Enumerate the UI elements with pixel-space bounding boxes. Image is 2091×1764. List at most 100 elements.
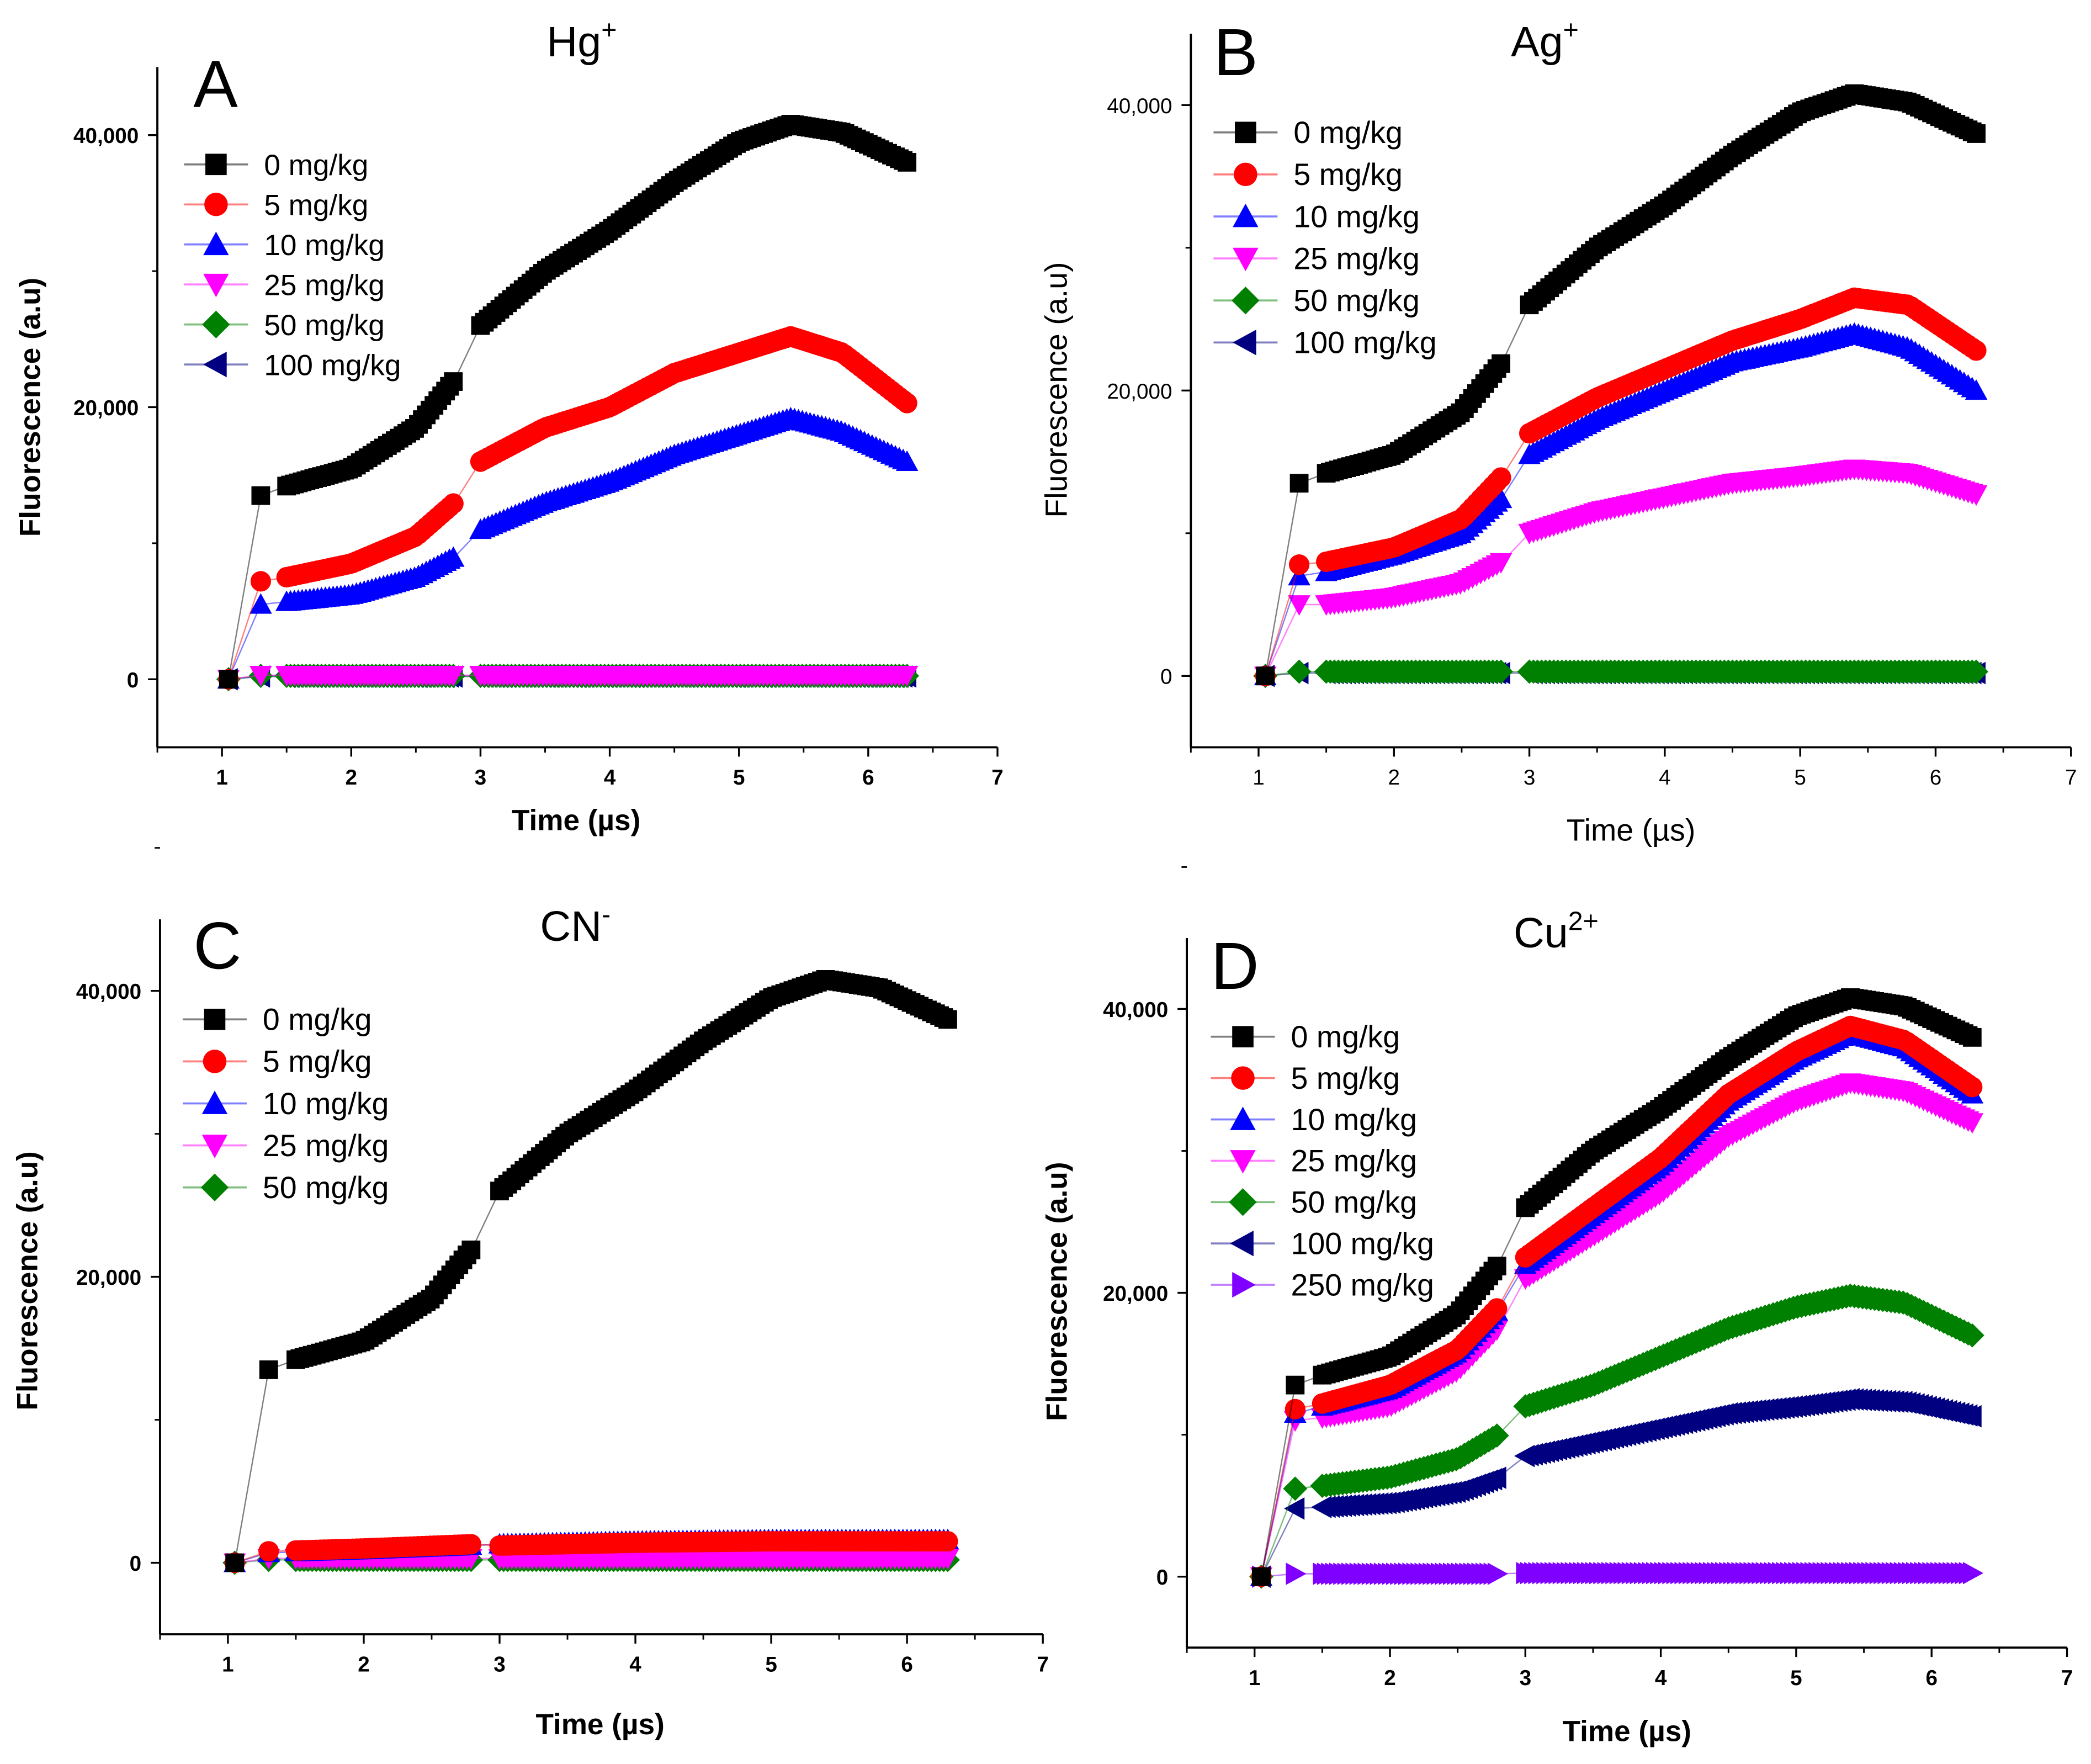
legend-item: 50 mg/kg (1211, 1185, 1417, 1220)
x-tick-label: 3 (1524, 766, 1536, 790)
data-point (1489, 659, 1514, 684)
legend-label: 5 mg/kg (1293, 157, 1403, 192)
legend-item: 10 mg/kg (1213, 199, 1420, 234)
data-point (896, 393, 917, 414)
panel-title: Cu2+ (1514, 906, 1599, 956)
series-5-mg-kg (224, 1531, 958, 1574)
legend-label: 100 mg/kg (1291, 1227, 1434, 1261)
legend-item: 50 mg/kg (184, 309, 385, 342)
data-point (259, 1360, 278, 1379)
x-tick-label: 5 (765, 1653, 777, 1677)
data-point (442, 665, 465, 687)
legend-item: 0 mg/kg (182, 1003, 372, 1037)
legend-marker-circle-icon (1234, 162, 1257, 187)
legend-marker-square-icon (205, 153, 227, 176)
panel-title-base: CN (540, 903, 602, 950)
legend-label: 5 mg/kg (263, 1045, 372, 1079)
y-tick-label: 40,000 (73, 124, 139, 148)
data-point (1961, 1113, 1984, 1134)
data-point (460, 1534, 481, 1555)
panel-title-base: Hg (546, 18, 601, 66)
x-axis-label: Time (µs) (535, 1708, 664, 1741)
legend-item: 5 mg/kg (182, 1045, 372, 1079)
series-line (227, 417, 907, 680)
data-point (443, 493, 464, 514)
x-tick-label: 5 (1790, 1666, 1802, 1690)
legend-item: 100 mg/kg (184, 349, 401, 382)
legend: 0 mg/kg 5 mg/kg 10 mg/kg 25 mg/kg 50 mg/kg 10… (1211, 1020, 1434, 1302)
legend-label: 10 mg/kg (264, 229, 385, 262)
legend-marker-circle-icon (203, 1050, 227, 1073)
series-5-mg-kg (1251, 1015, 1983, 1587)
data-point (1492, 354, 1510, 373)
series-250-mg-kg (1252, 1561, 1984, 1588)
data-point (1487, 1562, 1509, 1585)
data-point (936, 1549, 959, 1570)
legend-marker-triangle-down-icon (1233, 247, 1259, 272)
data-point (250, 593, 272, 614)
data-point (1962, 1027, 1982, 1047)
data-point (442, 546, 465, 567)
legend-marker-triangle-down-icon (203, 273, 229, 298)
legend-item: 25 mg/kg (1211, 1144, 1417, 1178)
legend-marker-triangle-right-icon (1232, 1272, 1256, 1298)
y-tick-label: 20,000 (73, 396, 139, 420)
panel-title-superscript: + (601, 15, 617, 45)
chart-panel-a: 1 2 3 4 5 6 7 0 20,000 40,000 Time (µs) Fluorescenc… (14, 15, 1004, 837)
panel-title: CN- (540, 899, 611, 950)
data-point (1966, 340, 1987, 361)
data-point (1288, 565, 1310, 586)
data-point (219, 670, 238, 689)
y-axis-label: Fluorescence (a.u) (12, 1151, 44, 1410)
series-0-mg-kg (1252, 988, 1982, 1586)
series-0-mg-kg (1256, 84, 1986, 686)
legend-label: 0 mg/kg (264, 149, 368, 182)
x-tick-label: 2 (1388, 766, 1400, 790)
x-tick-label: 5 (733, 766, 745, 790)
legend-marker-diamond-icon (1229, 1188, 1257, 1216)
data-point (895, 450, 919, 471)
data-point (1252, 1567, 1271, 1586)
legend-marker-triangle-left-icon (203, 351, 227, 378)
data-point (898, 153, 917, 172)
data-point (1286, 1375, 1305, 1395)
panel-title-superscript: + (1563, 15, 1579, 45)
legend-marker-triangle-up-icon (201, 1090, 228, 1114)
panel-title: Hg+ (546, 15, 617, 66)
data-point (895, 665, 919, 687)
y-axis-label: Fluorescence (a.u) (1039, 262, 1074, 518)
x-tick-label: 5 (1794, 766, 1806, 790)
legend-item: 5 mg/kg (184, 189, 368, 222)
data-point (461, 1240, 481, 1259)
legend-label: 5 mg/kg (264, 189, 368, 222)
data-point (1964, 659, 1989, 684)
x-tick-label: 4 (604, 766, 616, 790)
data-point (1256, 666, 1275, 686)
chart-panel-c: 1 2 3 4 5 6 7 0 20,000 40,000 Time (µs) Fluorescenc… (12, 847, 1049, 1741)
series-100-mg-kg (1250, 1388, 1982, 1588)
legend-marker-triangle-down-icon (1230, 1150, 1256, 1174)
y-tick-label: 20,000 (1107, 380, 1172, 404)
legend-item: 100 mg/kg (1211, 1227, 1434, 1261)
legend-label: 100 mg/kg (1293, 326, 1436, 360)
legend-item: 10 mg/kg (182, 1087, 389, 1121)
series-5-mg-kg (1255, 287, 1987, 686)
legend-item: 10 mg/kg (1211, 1103, 1417, 1137)
legend-label: 250 mg/kg (1291, 1268, 1434, 1302)
legend-label: 5 mg/kg (1291, 1061, 1400, 1095)
x-tick-label: 2 (346, 766, 358, 790)
data-point (1288, 554, 1310, 575)
y-tick-label: 40,000 (76, 980, 141, 1004)
x-tick-label: 2 (358, 1653, 370, 1677)
y-tick-label: 0 (1156, 1566, 1169, 1590)
data-point (1484, 1423, 1509, 1448)
legend: 0 mg/kg 5 mg/kg 10 mg/kg 25 mg/kg 50 mg/kg 10… (1213, 115, 1437, 360)
panel-letter: B (1213, 15, 1258, 89)
legend-item: 25 mg/kg (182, 1129, 389, 1163)
x-tick-label: 7 (991, 766, 1004, 790)
x-tick-label: 1 (1249, 1666, 1261, 1690)
data-point (1487, 1257, 1506, 1276)
data-point (1289, 474, 1309, 493)
x-tick-label: 6 (1930, 766, 1941, 790)
